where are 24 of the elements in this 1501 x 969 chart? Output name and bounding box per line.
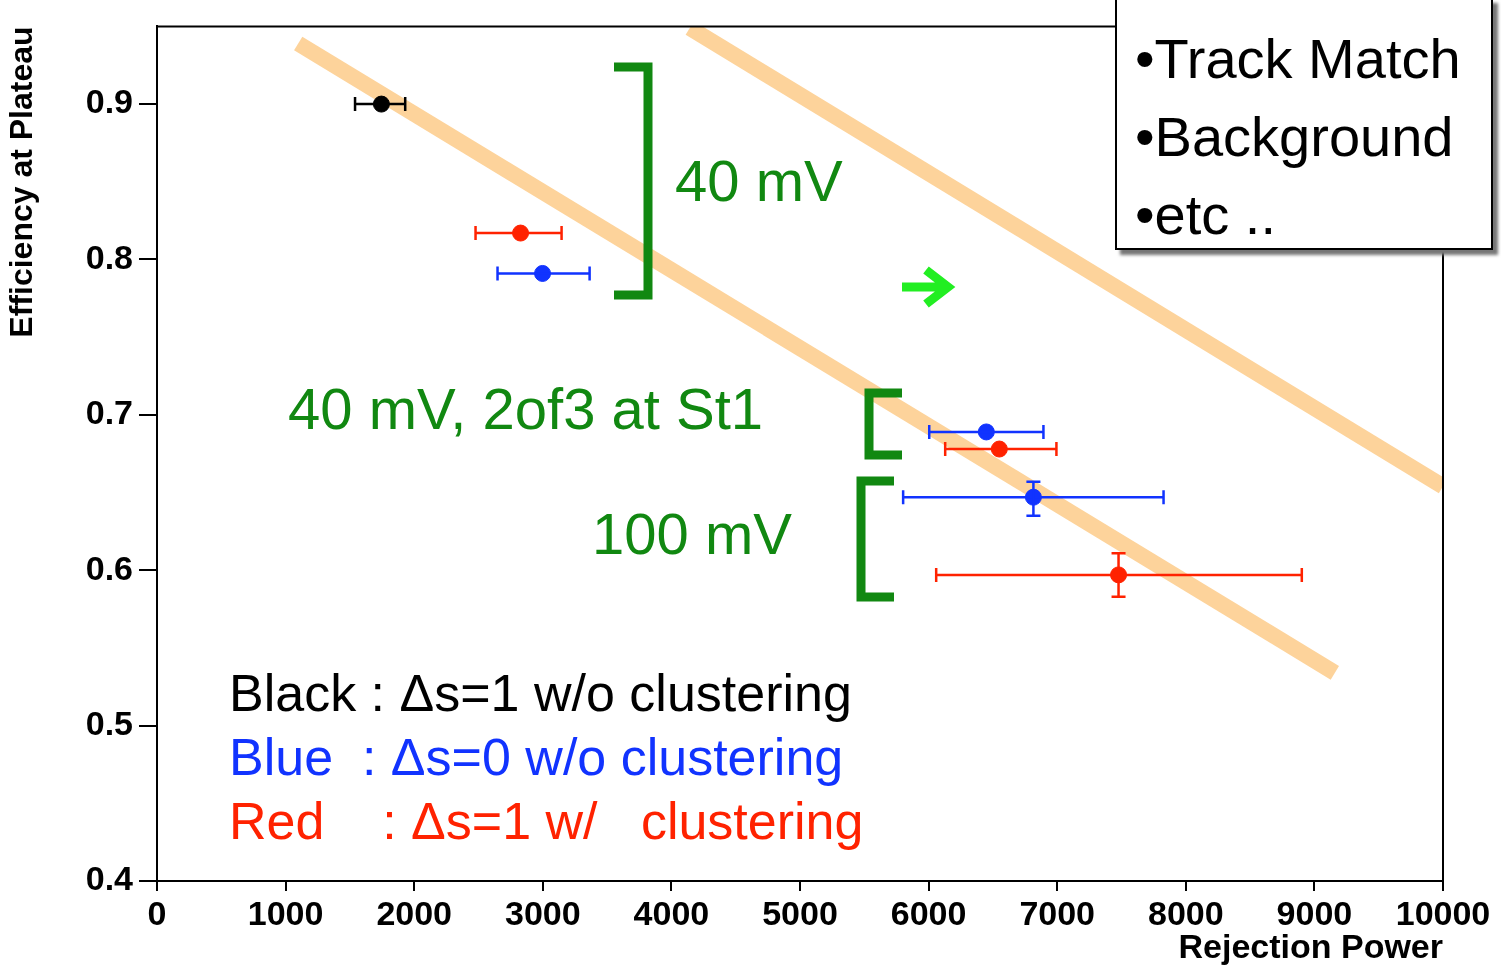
annotation: 100 mV [592,501,792,566]
x-tick-label: 4000 [633,893,710,932]
annotation: 40 mV [675,148,843,213]
x-tick-label: 0 [147,893,167,932]
x-tick-label: 1000 [247,893,324,932]
x-tick-label: 6000 [890,893,967,932]
text: Red : Δs=1 w/ clustering [229,792,864,850]
annotation: •Background [1135,104,1455,170]
x-tick-label: 5000 [762,893,838,932]
y-axis-title: Efficiency at Plateau [3,26,40,338]
y-tick-label: 0.6 [85,548,133,587]
y-tick-label: 0.5 [85,703,133,742]
y-tick-label: 0.4 [85,859,134,898]
annotation: •etc .. [1135,182,1277,248]
x-tick-label: 3000 [504,893,581,932]
y-tick-label: 0.8 [85,237,133,276]
x-tick-label: 2000 [376,893,453,932]
annotation: 40 mV, 2of3 at St1 [288,376,764,441]
y-tick-label: 0.9 [85,82,133,121]
text: Blue : Δs=0 w/o clustering [229,728,844,786]
x-tick-label: 7000 [1019,893,1096,932]
y-tick-label: 0.7 [85,393,133,432]
legend-label: Black : Δs=1 w/o clustering [229,664,852,722]
annotation: •Track Match [1135,26,1462,92]
